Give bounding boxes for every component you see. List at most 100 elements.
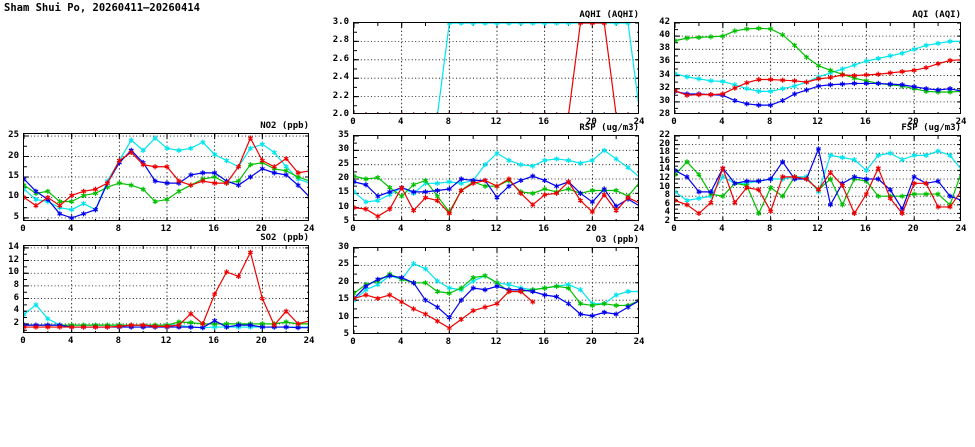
markers-rsp-day4 [354, 176, 638, 219]
y-tick-label-o3-10: 10 [338, 311, 349, 322]
y-tick-label-fsp-14: 14 [659, 164, 670, 175]
y-tick-label-rsp-5: 5 [343, 216, 349, 226]
plot-canvas-o3 [354, 248, 638, 333]
x-tick-label-fsp-24: 24 [955, 224, 967, 234]
plot-area-no2 [23, 133, 309, 221]
y-tick-label-fsp-4: 4 [664, 207, 670, 218]
x-tick-label-aqhi-8: 8 [445, 117, 452, 127]
y-tick-label-rsp-25: 25 [338, 158, 349, 169]
y-tick-label-so2-8: 8 [13, 279, 19, 290]
markers-aqhi-day1 [354, 23, 631, 113]
x-tick-label-aqhi-0: 0 [350, 117, 356, 127]
y-tick-label-aqi-34: 34 [659, 69, 670, 80]
y-tick-label-rsp-10: 10 [338, 201, 349, 212]
plot-canvas-rsp [354, 136, 638, 220]
y-tick-label-no2-20: 20 [8, 150, 19, 161]
y-tick-label-o3-30: 30 [338, 242, 349, 252]
x-tick-label-aqhi-24: 24 [633, 117, 645, 127]
x-tick-label-o3-0: 0 [350, 337, 356, 347]
chart-title-aqi: AQI (AQI) [912, 10, 961, 20]
y-tick-label-aqi-40: 40 [659, 30, 670, 41]
y-tick-label-aqi-32: 32 [659, 82, 670, 93]
y-tick-label-fsp-6: 6 [664, 198, 670, 209]
x-tick-label-fsp-8: 8 [766, 224, 773, 234]
y-tick-label-no2-10: 10 [8, 191, 19, 202]
y-tick-label-o3-20: 20 [338, 276, 349, 287]
y-tick-label-rsp-30: 30 [338, 144, 349, 155]
y-tick-label-aqi-38: 38 [659, 43, 670, 54]
x-tick-label-aqi-20: 20 [907, 117, 919, 127]
y-tick-label-o3-15: 15 [338, 294, 349, 305]
y-tick-label-fsp-16: 16 [659, 155, 670, 166]
x-tick-label-o3-12: 12 [490, 337, 502, 347]
x-tick-label-rsp-12: 12 [490, 224, 502, 234]
x-tick-label-so2-24: 24 [303, 336, 315, 346]
y-tick-label-aqi-28: 28 [659, 109, 670, 119]
series-no2-day4 [24, 135, 308, 209]
x-tick-label-no2-4: 4 [67, 224, 74, 234]
series-aqhi-day1 [354, 23, 638, 113]
y-tick-label-fsp-18: 18 [659, 147, 670, 158]
x-tick-label-so2-12: 12 [160, 336, 172, 346]
plot-area-aqi [674, 22, 961, 114]
y-tick-label-so2-2: 2 [13, 317, 19, 328]
x-tick-label-aqhi-20: 20 [585, 117, 597, 127]
markers-fsp-day2 [675, 159, 960, 216]
y-tick-label-so2-14: 14 [8, 241, 19, 252]
x-tick-label-rsp-20: 20 [585, 224, 597, 234]
y-tick-label-rsp-15: 15 [338, 187, 349, 198]
y-tick-label-fsp-10: 10 [659, 181, 670, 192]
plot-area-rsp [353, 135, 639, 221]
chart-title-so2: SO2 (ppb) [260, 233, 309, 243]
chart-title-o3: O3 (ppb) [595, 235, 639, 245]
series-aqhi-day3 [354, 112, 629, 113]
y-tick-label-no2-5: 5 [13, 211, 19, 222]
y-tick-label-no2-25: 25 [8, 130, 19, 141]
x-tick-label-fsp-20: 20 [907, 224, 919, 234]
x-tick-label-aqi-16: 16 [859, 117, 871, 127]
y-tick-label-so2-4: 4 [13, 305, 19, 316]
series-fsp-day2 [675, 159, 960, 216]
x-tick-label-aqi-8: 8 [766, 117, 773, 127]
markers-no2-day3 [24, 147, 308, 220]
y-tick-label-so2-6: 6 [13, 292, 19, 303]
x-tick-label-aqi-0: 0 [671, 117, 677, 127]
markers-o3-day4 [354, 288, 536, 331]
y-tick-label-o3-25: 25 [338, 259, 349, 270]
plot-area-o3 [353, 247, 639, 334]
series-aqi-day4 [675, 57, 960, 98]
x-tick-label-fsp-16: 16 [859, 224, 871, 234]
series-no2-day3 [24, 147, 308, 220]
y-tick-label-aqhi-2.2: 2.2 [332, 90, 349, 101]
plot-canvas-aqhi [354, 23, 638, 113]
markers-fsp-day4 [675, 165, 960, 216]
y-tick-label-aqhi-2.8: 2.8 [332, 35, 349, 46]
markers-aqi-day4 [675, 57, 960, 98]
x-tick-label-aqi-24: 24 [955, 117, 967, 127]
x-tick-label-so2-4: 4 [67, 336, 74, 346]
chart-title-fsp: FSP (ug/m3) [901, 123, 961, 133]
series-o3-day4 [354, 288, 536, 331]
series-rsp-day4 [354, 176, 638, 219]
chart-title-aqhi: AQHI (AQHI) [579, 10, 639, 20]
series-aqhi-day2 [354, 112, 629, 113]
series-aqi-day2 [675, 25, 960, 95]
y-tick-label-so2-12: 12 [8, 254, 19, 265]
plot-canvas-no2 [24, 134, 308, 220]
series-fsp-day4 [675, 165, 960, 216]
markers-aqhi-day3 [354, 112, 629, 113]
y-tick-label-fsp-22: 22 [659, 130, 670, 140]
y-tick-label-fsp-20: 20 [659, 138, 670, 149]
x-tick-label-fsp-0: 0 [671, 224, 677, 234]
markers-aqhi-day4 [354, 23, 629, 113]
y-tick-label-fsp-8: 8 [664, 190, 670, 201]
x-tick-label-rsp-0: 0 [350, 224, 356, 234]
x-tick-label-no2-16: 16 [208, 224, 220, 234]
y-tick-label-no2-15: 15 [8, 170, 19, 181]
plot-area-fsp [674, 135, 961, 221]
x-tick-label-fsp-12: 12 [812, 224, 823, 234]
x-tick-label-o3-24: 24 [633, 337, 645, 347]
page-title: Sham Shui Po, 20260411–20260414 [4, 2, 200, 14]
y-tick-label-fsp-12: 12 [659, 173, 670, 183]
x-tick-label-o3-20: 20 [585, 337, 597, 347]
